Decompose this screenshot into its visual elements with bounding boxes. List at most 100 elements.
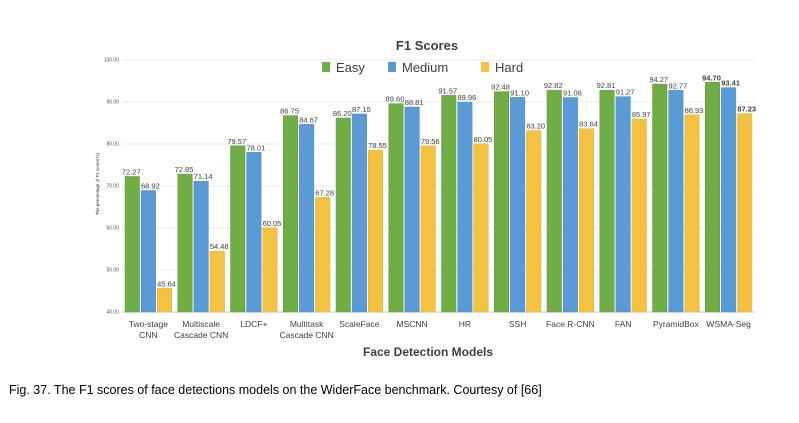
x-tick-label: CNN (139, 330, 157, 340)
y-tick-label: 90.00 (106, 100, 119, 106)
data-label-easy: 94.27 (649, 75, 668, 84)
bar-easy (283, 115, 299, 313)
data-label-easy: 91.57 (438, 86, 457, 95)
x-tick-label: MSCNN (397, 319, 428, 329)
bar-hard (156, 288, 172, 313)
data-label-easy: 72.27 (122, 167, 141, 176)
legend-swatch-hard (481, 62, 489, 72)
data-label-hard: 80.05 (474, 135, 493, 144)
legend-label-hard: Hard (495, 60, 523, 75)
data-label-medium: 78.01 (246, 143, 265, 152)
bar-easy (546, 89, 562, 313)
x-tick-label: WSMA-Seg (706, 319, 751, 329)
bar-medium (615, 96, 631, 313)
bar-easy (388, 103, 404, 313)
bar-easy (124, 176, 140, 313)
x-tick-label: LDCF+ (240, 319, 267, 329)
data-label-medium: 89.96 (457, 93, 476, 102)
data-label-easy: 94.70 (702, 73, 721, 82)
x-tick-label: Cascade CNN (174, 330, 228, 340)
data-label-hard: 86.93 (685, 106, 704, 115)
bar-medium (404, 106, 420, 313)
bar-easy (230, 145, 246, 313)
data-label-easy: 72.85 (175, 165, 194, 174)
x-axis-label: Face Detection Models (363, 345, 493, 359)
bar-medium (351, 113, 367, 313)
x-tick-label: HR (459, 319, 471, 329)
y-tick-label: 60.00 (106, 226, 119, 232)
data-label-medium: 68.92 (141, 182, 160, 191)
x-tick-label: Multitask (290, 319, 324, 329)
data-label-easy: 92.82 (544, 81, 563, 90)
bar-easy (652, 83, 668, 313)
data-label-medium: 91.06 (563, 89, 582, 98)
bar-hard (578, 128, 594, 313)
data-label-hard: 60.05 (263, 219, 282, 228)
data-label-hard: 78.55 (368, 141, 387, 150)
bar-medium (668, 90, 684, 313)
data-label-hard: 67.28 (315, 188, 334, 197)
f1-bar-chart: F1 Scores Easy Medium Hard 40.00 50.00 60.00… (95, 38, 756, 359)
x-tick-label: PyramidBox (653, 319, 700, 329)
bar-hard (420, 145, 436, 313)
data-label-easy: 86.20 (333, 109, 352, 118)
bar-hard (526, 130, 542, 313)
data-label-hard: 85.97 (632, 110, 651, 119)
data-label-easy: 86.75 (280, 107, 299, 116)
bar-medium (193, 180, 209, 313)
bar-easy (441, 95, 457, 313)
legend-swatch-easy (322, 62, 330, 72)
chart-title: F1 Scores (396, 38, 458, 53)
bar-easy (494, 91, 510, 313)
bar-hard (473, 143, 489, 313)
data-label-easy: 92.81 (597, 81, 616, 90)
x-tick-label: ScaleFace (339, 319, 379, 329)
bar-hard (631, 118, 647, 313)
data-label-hard: 54.48 (210, 242, 229, 251)
bar-medium (721, 87, 737, 313)
legend-label-medium: Medium (402, 60, 448, 75)
x-tick-label: FAN (615, 319, 632, 329)
bar-medium (299, 124, 315, 313)
data-label-hard: 45.64 (157, 279, 176, 288)
x-tick-label: Face R-CNN (546, 319, 595, 329)
bar-hard (737, 113, 753, 313)
data-label-medium: 88.81 (405, 98, 424, 107)
bar-series (124, 82, 753, 313)
bar-easy (177, 173, 193, 313)
data-label-easy: 89.60 (386, 95, 405, 104)
bar-medium (246, 152, 262, 313)
bar-hard (684, 114, 700, 313)
bar-hard (367, 149, 383, 313)
bar-hard (315, 197, 331, 313)
legend-label-easy: Easy (336, 60, 365, 75)
data-label-medium: 91.10 (510, 88, 529, 97)
data-label-medium: 71.14 (194, 172, 213, 181)
y-axis-label: The percentage of F1 score(%) (95, 152, 100, 215)
data-label-medium: 91.27 (616, 88, 635, 97)
bar-hard (262, 227, 278, 313)
y-tick-label: 80.00 (106, 142, 119, 148)
data-label-medium: 93.41 (721, 79, 740, 88)
y-tick-label: 40.00 (106, 310, 119, 316)
data-label-easy: 92.48 (491, 83, 510, 92)
x-tick-label: Two-stage (129, 319, 168, 329)
data-label-easy: 79.57 (227, 137, 246, 146)
bar-medium (510, 97, 526, 313)
bar-easy (335, 117, 351, 313)
figure-caption: Fig. 37. The F1 scores of face detection… (9, 383, 542, 397)
bar-easy (599, 89, 615, 313)
data-label-hard: 79.56 (421, 137, 440, 146)
y-tick-label: 50.00 (106, 268, 119, 274)
data-label-hard: 87.23 (737, 105, 756, 114)
bar-medium (562, 97, 578, 313)
x-tick-label: SSH (509, 319, 526, 329)
bar-medium (457, 101, 473, 313)
bar-medium (140, 190, 156, 313)
x-tick-label: Cascade CNN (279, 330, 333, 340)
y-axis: 40.00 50.00 60.00 70.00 80.00 90.00 100.00 (104, 58, 120, 316)
data-label-hard: 83.64 (579, 120, 598, 129)
x-tick-label: Multiscale (182, 319, 220, 329)
